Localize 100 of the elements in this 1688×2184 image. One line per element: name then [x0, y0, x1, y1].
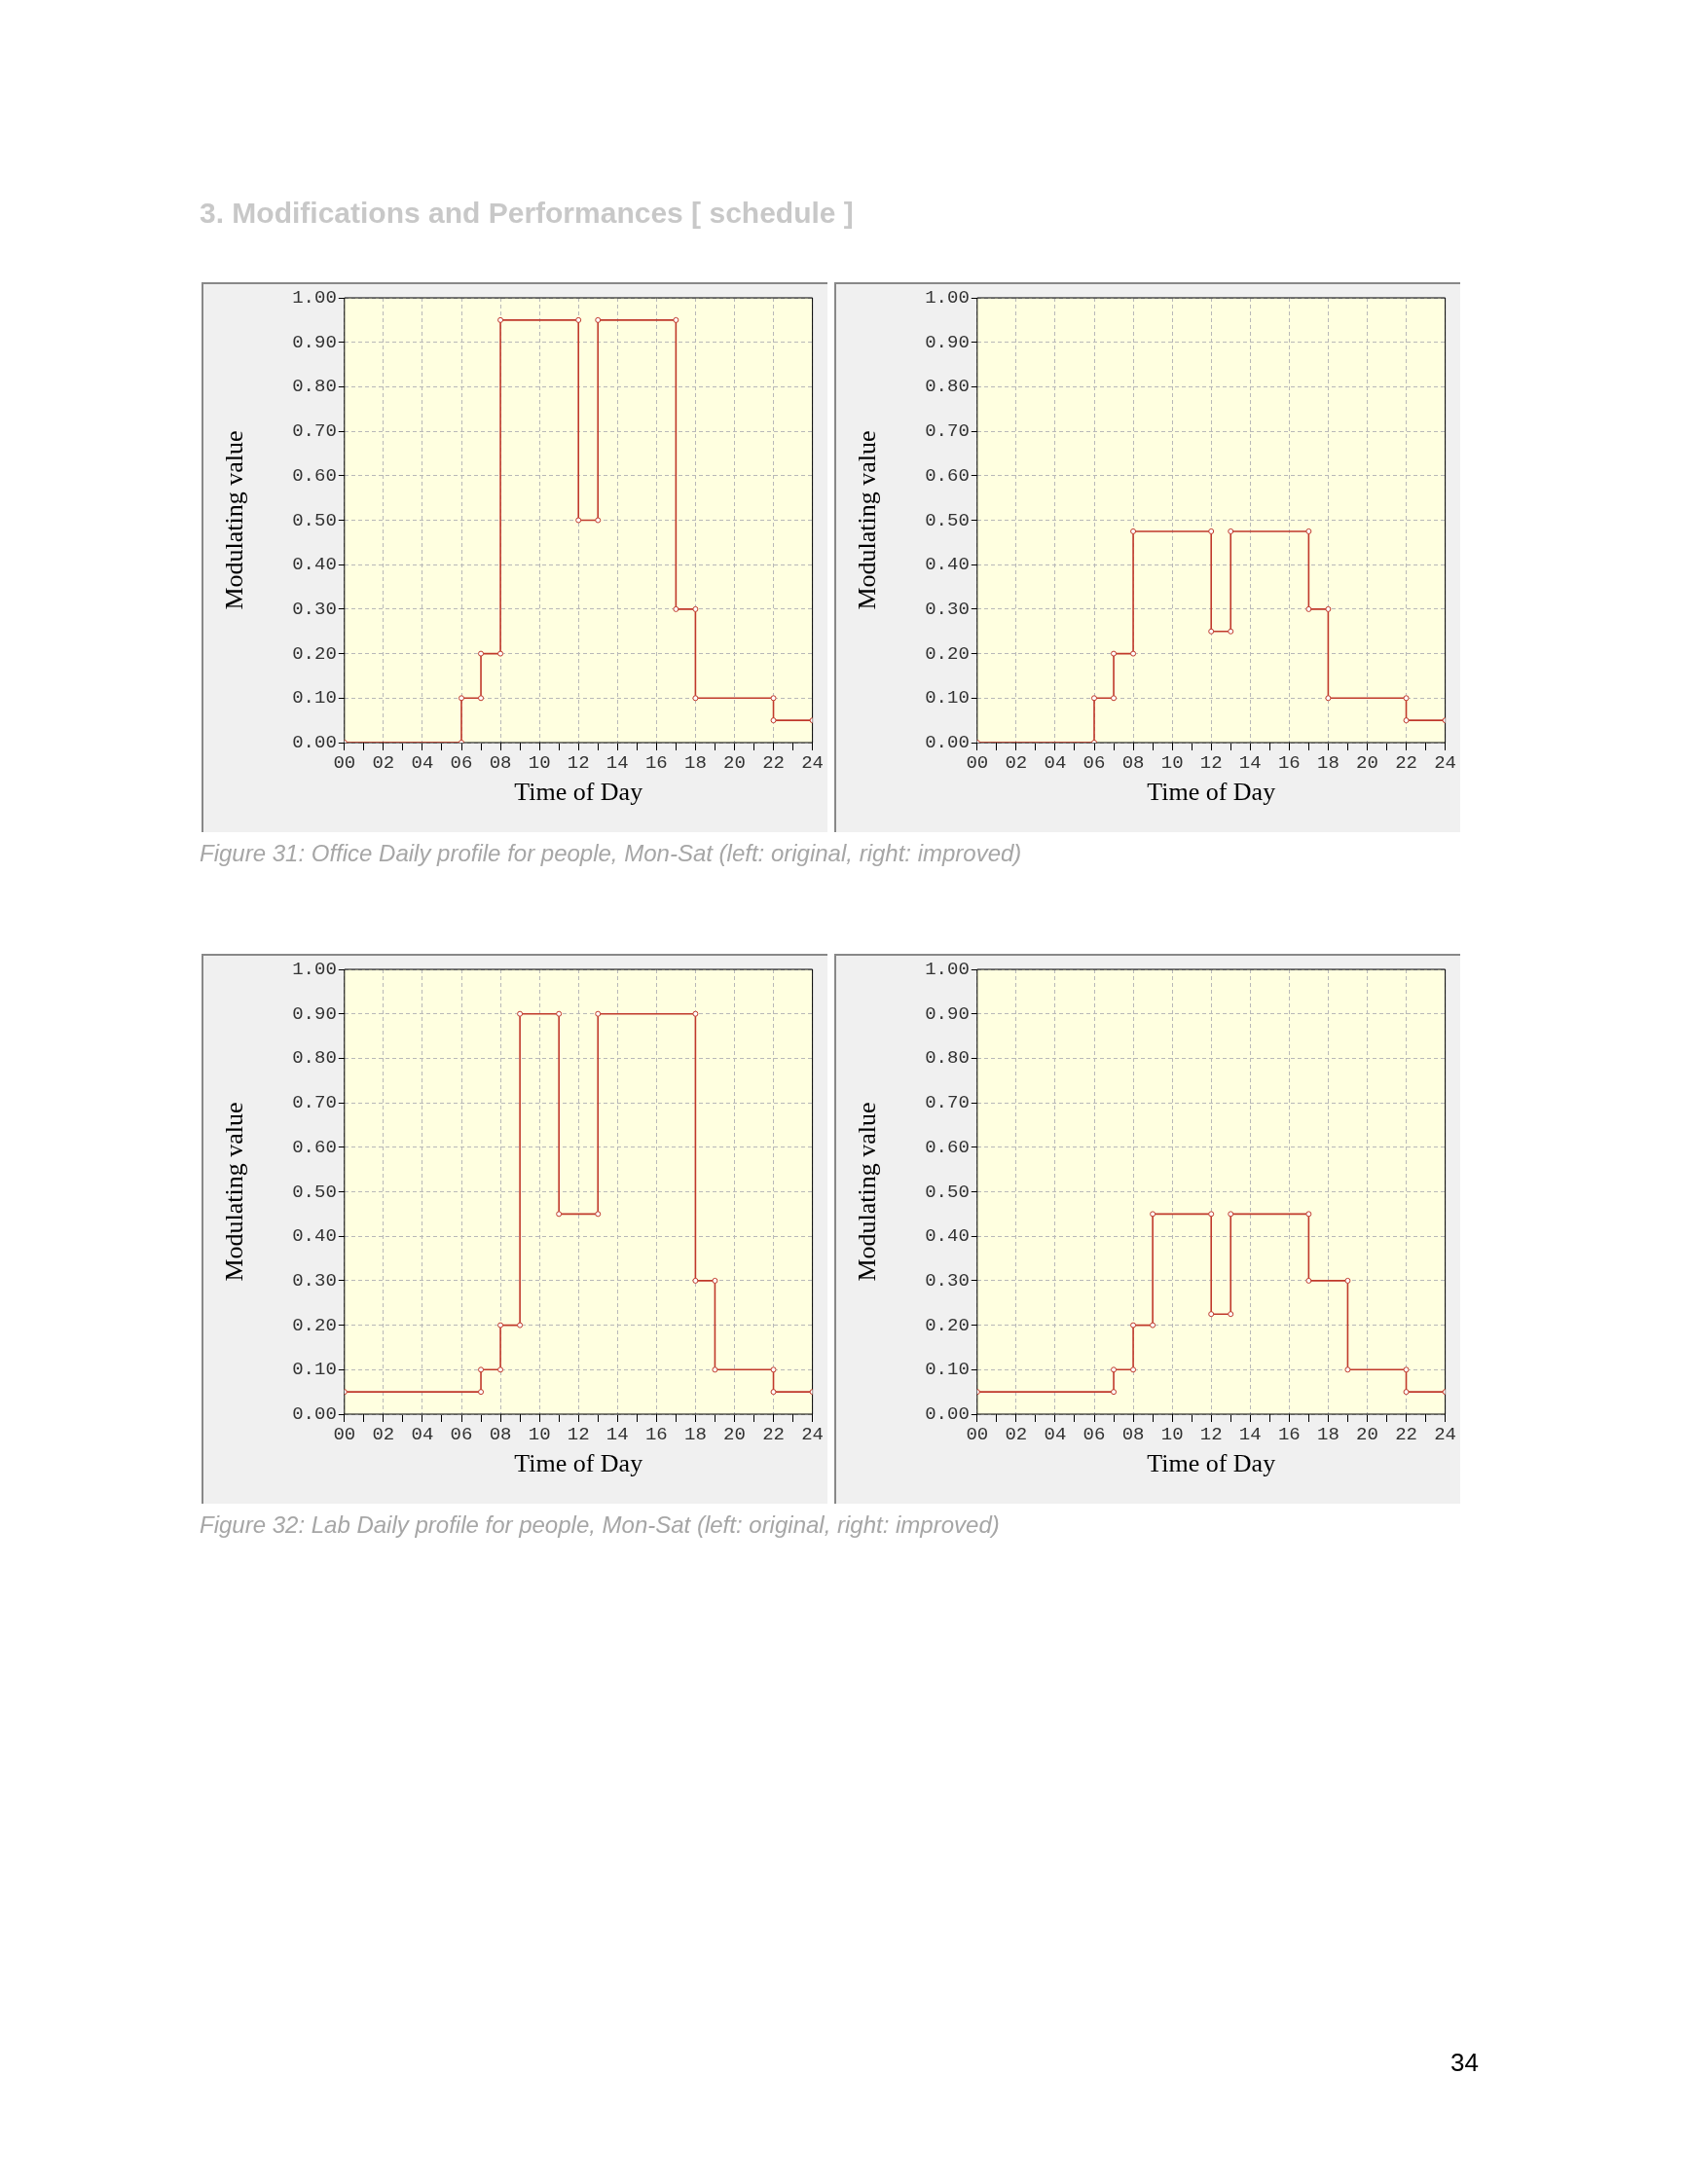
x-tick-label: 08	[1121, 752, 1145, 775]
y-tick-label: 0.20	[292, 642, 337, 665]
y-tick-label: 0.30	[925, 1269, 970, 1292]
x-tick-label: 24	[801, 1424, 824, 1446]
y-tick-label: 0.20	[292, 1314, 337, 1336]
y-tick-label: 0.30	[292, 598, 337, 620]
x-tick-label: 02	[372, 752, 395, 775]
x-axis-title: Time of Day	[514, 1449, 643, 1478]
x-axis-title: Time of Day	[514, 778, 643, 807]
x-tick-label: 02	[372, 1424, 395, 1446]
y-tick-label: 0.00	[925, 1403, 970, 1426]
y-axis-title: Modulating value	[220, 1102, 249, 1282]
x-tick-label: 02	[1005, 752, 1028, 775]
y-tick-label: 0.80	[925, 1047, 970, 1070]
caption: Figure 31: Office Daily profile for people, Mon-Sat (left: original, right: improved)	[200, 840, 1022, 867]
y-tick-label: 0.00	[925, 732, 970, 754]
x-tick-label: 14	[1238, 1424, 1262, 1446]
y-tick-label: 1.00	[292, 287, 337, 309]
y-axis-title: Modulating value	[853, 1102, 882, 1282]
x-tick-label: 04	[411, 1424, 434, 1446]
x-tick-label: 10	[1160, 752, 1184, 775]
y-tick-label: 0.30	[925, 598, 970, 620]
x-tick-label: 24	[801, 752, 824, 775]
x-axis-title: Time of Day	[1147, 1449, 1276, 1478]
x-tick-label: 08	[489, 752, 512, 775]
x-tick-label: 22	[1395, 1424, 1417, 1446]
x-tick-label: 18	[683, 1424, 707, 1446]
x-tick-label: 06	[1083, 1424, 1106, 1446]
x-tick-label: 16	[644, 752, 668, 775]
y-tick-label: 0.80	[292, 376, 337, 398]
x-tick-label: 06	[1083, 752, 1106, 775]
y-tick-label: 0.70	[292, 420, 337, 443]
y-tick-label: 0.20	[925, 642, 970, 665]
x-tick-label: 24	[1434, 752, 1456, 775]
y-tick-label: 0.00	[292, 732, 337, 754]
x-tick-label: 00	[333, 1424, 356, 1446]
y-tick-label: 0.60	[925, 1136, 970, 1158]
x-tick-label: 04	[1044, 752, 1067, 775]
y-tick-label: 0.50	[925, 509, 970, 531]
y-tick-label: 1.00	[925, 959, 970, 981]
x-tick-label: 14	[605, 752, 629, 775]
y-tick-label: 0.60	[925, 464, 970, 487]
x-tick-label: 10	[528, 752, 551, 775]
y-tick-label: 0.00	[292, 1403, 337, 1426]
y-tick-label: 0.90	[925, 1002, 970, 1025]
y-tick-label: 0.10	[925, 687, 970, 710]
x-tick-label: 12	[1199, 1424, 1223, 1446]
x-tick-label: 18	[1316, 752, 1339, 775]
y-tick-label: 0.80	[925, 376, 970, 398]
x-tick-label: 14	[1238, 752, 1262, 775]
y-tick-label: 0.10	[292, 1359, 337, 1381]
y-tick-label: 0.50	[292, 509, 337, 531]
x-tick-label: 00	[966, 752, 989, 775]
y-tick-label: 0.60	[292, 1136, 337, 1158]
x-tick-label: 20	[1356, 1424, 1378, 1446]
y-tick-label: 0.30	[292, 1269, 337, 1292]
x-tick-label: 14	[605, 1424, 629, 1446]
y-tick-label: 0.10	[925, 1359, 970, 1381]
x-tick-label: 12	[1199, 752, 1223, 775]
y-tick-label: 0.70	[292, 1092, 337, 1114]
y-tick-label: 0.50	[925, 1181, 970, 1203]
x-tick-label: 24	[1434, 1424, 1456, 1446]
x-tick-label: 16	[1277, 1424, 1301, 1446]
y-tick-label: 0.40	[925, 1225, 970, 1248]
text: 34	[1450, 2048, 1479, 2078]
y-tick-label: 0.90	[292, 331, 337, 353]
y-tick-label: 0.40	[925, 554, 970, 576]
y-tick-label: 0.10	[292, 687, 337, 710]
x-tick-label: 20	[723, 1424, 746, 1446]
x-tick-label: 16	[644, 1424, 668, 1446]
y-tick-label: 0.70	[925, 1092, 970, 1114]
y-tick-label: 0.40	[292, 1225, 337, 1248]
x-tick-label: 10	[528, 1424, 551, 1446]
x-tick-label: 10	[1160, 1424, 1184, 1446]
x-tick-label: 06	[450, 1424, 473, 1446]
x-tick-label: 04	[411, 752, 434, 775]
x-tick-label: 18	[1316, 1424, 1339, 1446]
y-tick-label: 1.00	[292, 959, 337, 981]
y-axis-title: Modulating value	[220, 430, 249, 610]
x-tick-label: 00	[966, 1424, 989, 1446]
x-tick-label: 12	[567, 752, 590, 775]
y-tick-label: 0.20	[925, 1314, 970, 1336]
x-tick-label: 00	[333, 752, 356, 775]
x-tick-label: 06	[450, 752, 473, 775]
x-tick-label: 22	[762, 752, 785, 775]
x-tick-label: 22	[1395, 752, 1417, 775]
y-tick-label: 0.40	[292, 554, 337, 576]
x-tick-label: 12	[567, 1424, 590, 1446]
y-axis-title: Modulating value	[853, 430, 882, 610]
x-tick-label: 22	[762, 1424, 785, 1446]
x-tick-label: 02	[1005, 1424, 1028, 1446]
y-tick-label: 0.50	[292, 1181, 337, 1203]
y-tick-label: 1.00	[925, 287, 970, 309]
x-axis-title: Time of Day	[1147, 778, 1276, 807]
y-tick-label: 0.70	[925, 420, 970, 443]
y-tick-label: 0.80	[292, 1047, 337, 1070]
x-tick-label: 16	[1277, 752, 1301, 775]
x-tick-label: 08	[489, 1424, 512, 1446]
caption: Figure 32: Lab Daily profile for people, Mon-Sat (left: original, right: improved)	[200, 1511, 1000, 1539]
x-tick-label: 20	[1356, 752, 1378, 775]
